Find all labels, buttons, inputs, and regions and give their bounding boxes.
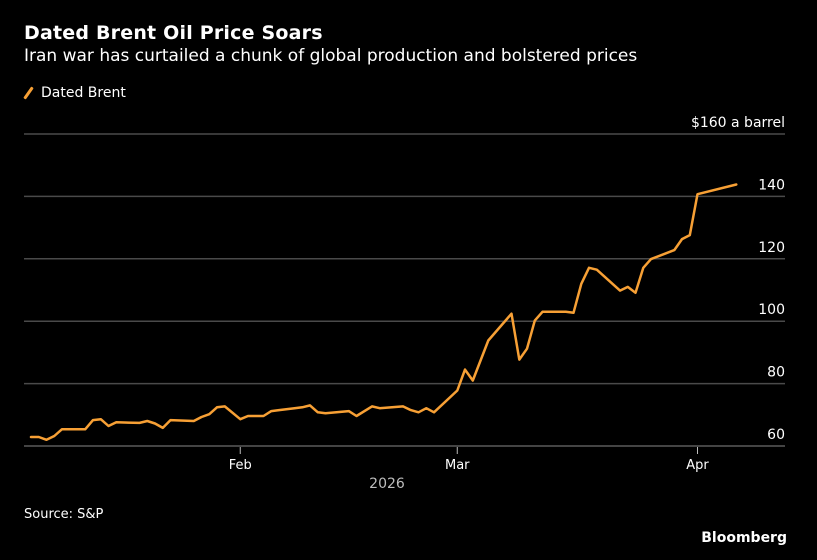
y-tick-label-100: 100 (758, 302, 785, 318)
y-tick-label-120: 120 (758, 240, 785, 256)
legend: Dated Brent (24, 85, 126, 101)
x-tick-label-apr: Apr (686, 458, 709, 473)
y-tick-label-140: 140 (758, 177, 785, 193)
y-tick-label-60: 60 (767, 427, 785, 443)
series-line-dated-brent (29, 183, 738, 442)
y-tick-label-160: $160 a barrel (691, 115, 785, 131)
x-axis-year-label: 2026 (369, 476, 405, 492)
source-note: Source: S&P (24, 507, 104, 522)
chart-title: Dated Brent Oil Price Soars (24, 22, 323, 44)
x-tick-label-feb: Feb (229, 458, 252, 473)
bloomberg-logo: Bloomberg (701, 530, 787, 546)
chart-subtitle: Iran war has curtailed a chunk of global… (24, 46, 638, 66)
legend-label-dated-brent: Dated Brent (41, 85, 126, 101)
x-tick-label-mar: Mar (445, 458, 470, 473)
y-tick-label-80: 80 (767, 365, 785, 381)
